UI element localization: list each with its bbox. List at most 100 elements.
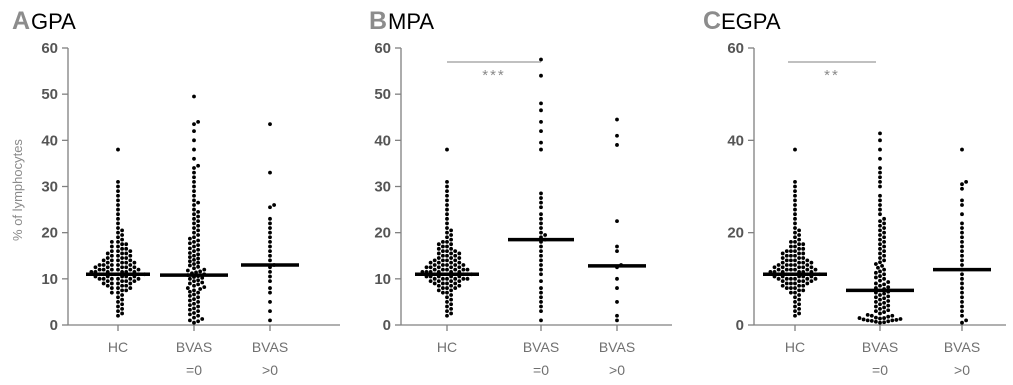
data-point (793, 147, 797, 152)
y-tick-label: 20 (727, 225, 744, 242)
data-point (268, 122, 272, 127)
data-point (268, 318, 272, 323)
data-point (453, 286, 458, 290)
data-point (874, 300, 878, 304)
data-point (813, 276, 818, 281)
data-point (793, 179, 797, 184)
data-point (116, 281, 120, 286)
data-point (539, 279, 543, 284)
data-point (116, 253, 120, 258)
data-point (960, 276, 964, 281)
data-point (878, 228, 882, 233)
data-point (539, 249, 543, 254)
data-point (432, 258, 437, 263)
data-point (116, 207, 120, 212)
data-point (964, 179, 968, 184)
data-point (188, 307, 192, 312)
data-point (101, 267, 106, 272)
data-point (436, 283, 441, 288)
data-point (192, 226, 196, 230)
data-point (960, 198, 964, 203)
data-point (964, 318, 968, 323)
data-point (878, 212, 882, 217)
data-point (789, 240, 793, 244)
data-point (192, 166, 196, 170)
data-point (116, 184, 120, 189)
data-point (894, 318, 899, 322)
data-point (780, 256, 785, 260)
data-point (453, 276, 458, 281)
data-point (797, 265, 801, 270)
data-point (196, 238, 201, 243)
data-point (192, 249, 196, 254)
data-point (878, 175, 882, 180)
data-point (436, 279, 441, 284)
data-point (882, 316, 886, 320)
data-point (192, 122, 196, 127)
data-point (428, 265, 433, 270)
data-point (793, 189, 797, 194)
data-point (120, 256, 124, 260)
data-point (797, 311, 801, 316)
data-point (194, 270, 198, 275)
data-point (453, 267, 458, 272)
data-point (878, 237, 882, 242)
data-point (797, 283, 801, 288)
data-point (436, 265, 441, 270)
data-point (453, 281, 458, 286)
data-point (878, 138, 882, 143)
data-point (116, 313, 120, 318)
x-tick-label: BVAS (176, 339, 212, 355)
data-point (890, 318, 895, 323)
x-tick-label: BVAS (862, 339, 898, 355)
data-point (960, 263, 964, 267)
data-point (793, 313, 797, 318)
data-point (196, 282, 201, 287)
data-point (809, 265, 814, 270)
data-point (120, 283, 124, 288)
data-point (109, 276, 114, 281)
data-point (192, 244, 196, 249)
data-point (449, 256, 453, 260)
data-point (457, 260, 462, 265)
data-point (120, 311, 124, 316)
data-point (120, 237, 124, 242)
data-point (268, 170, 272, 175)
data-point (960, 295, 964, 300)
data-point (432, 281, 437, 286)
data-point (192, 283, 196, 288)
data-point (793, 295, 797, 300)
data-point (128, 281, 133, 286)
data-point (797, 242, 801, 247)
data-point (882, 221, 886, 226)
data-point (793, 276, 797, 281)
y-tick-label: 0 (50, 317, 58, 334)
data-point (192, 129, 196, 134)
data-point (445, 281, 449, 286)
data-point (196, 300, 201, 304)
data-point (878, 184, 882, 189)
data-point (449, 237, 453, 242)
data-point (449, 311, 453, 316)
data-point (128, 253, 133, 258)
data-point (441, 249, 445, 254)
data-point (101, 263, 106, 267)
data-point (960, 281, 964, 286)
data-point (192, 184, 196, 189)
data-point (445, 267, 449, 272)
data-point (801, 256, 806, 260)
data-point (809, 279, 814, 284)
data-point (196, 214, 201, 219)
data-point (801, 246, 806, 251)
y-tick-label: 60 (374, 40, 391, 57)
data-point (878, 219, 882, 224)
data-point (128, 249, 133, 254)
data-point (101, 258, 106, 263)
data-point (268, 249, 272, 254)
data-point (882, 320, 886, 325)
data-point (105, 265, 110, 270)
data-point (192, 175, 196, 180)
y-tick-label: 0 (736, 317, 744, 334)
data-point (960, 240, 964, 244)
data-point (878, 203, 882, 207)
